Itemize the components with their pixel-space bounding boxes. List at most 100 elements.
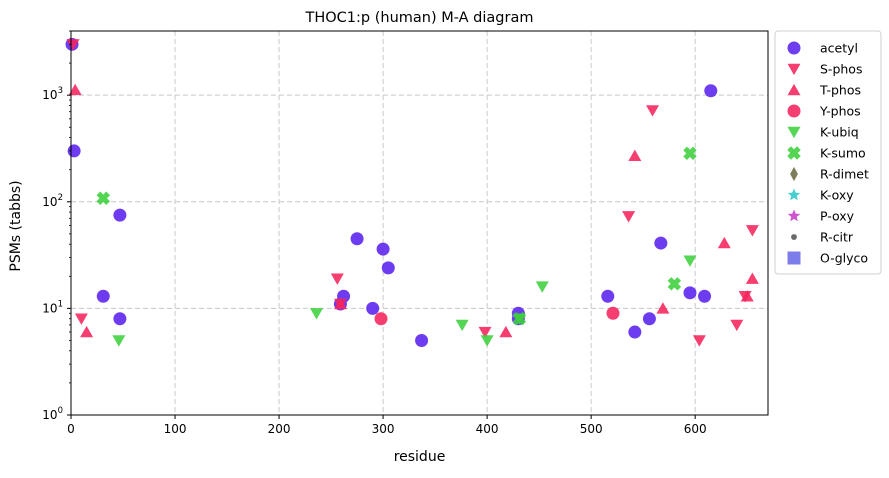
data-point <box>654 236 668 250</box>
x-tick-label: 600 <box>684 422 707 436</box>
legend-label: Y-phos <box>819 104 861 119</box>
data-point <box>683 255 697 267</box>
legend-label: R-citr <box>820 230 854 245</box>
legend-marker <box>787 209 801 222</box>
legend-entry: P-oxy <box>787 209 855 224</box>
y-axis-ticks: 100 101 102 103 <box>42 30 71 422</box>
data-point <box>480 335 494 347</box>
data-point <box>535 281 549 293</box>
x-axis-label: residue <box>394 449 446 465</box>
chart-title: THOC1:p (human) M-A diagram <box>305 10 534 26</box>
legend-label: T-phos <box>819 83 861 98</box>
legend-swatch <box>787 209 801 222</box>
data-point <box>622 211 636 223</box>
data-point <box>667 277 682 291</box>
legend-entry: acetyl <box>787 41 858 56</box>
data-point <box>366 301 380 315</box>
data-point <box>376 242 390 256</box>
y-axis-label: PSMs (tabbs) <box>8 180 24 271</box>
data-point <box>730 319 744 332</box>
legend-entry: K-oxy <box>787 188 854 203</box>
data-point <box>740 290 754 302</box>
legend-marker <box>791 234 797 240</box>
plot-frame <box>70 30 769 416</box>
legend-label: K-sumo <box>820 146 866 161</box>
data-point <box>455 319 469 332</box>
x-tick-label: 0 <box>67 422 75 436</box>
legend-entry: R-citr <box>791 230 854 245</box>
data-point <box>381 261 395 275</box>
data-point <box>512 312 527 326</box>
data-point <box>606 306 620 320</box>
legend-marker <box>790 166 798 182</box>
data-point <box>704 84 718 98</box>
legend-label: P-oxy <box>820 209 855 224</box>
data-point <box>80 325 94 338</box>
legend-label: K-ubiq <box>820 125 859 140</box>
data-point <box>96 289 110 303</box>
legend-entry: T-phos <box>787 83 861 98</box>
legend-swatch <box>787 83 801 96</box>
data-point <box>745 272 759 284</box>
data-point <box>745 225 759 237</box>
data-point <box>333 297 347 310</box>
legend-label: K-oxy <box>820 188 854 203</box>
data-point <box>628 325 642 339</box>
legend-swatch <box>791 234 797 240</box>
data-point <box>96 191 110 205</box>
data-point <box>113 312 127 326</box>
data-point <box>683 146 697 161</box>
legend-swatch <box>787 188 801 201</box>
y-tick-label: 103 <box>42 86 63 102</box>
series-T-phos <box>68 83 759 338</box>
data-point <box>717 236 731 249</box>
x-tick-label: 400 <box>476 422 499 436</box>
x-tick-label: 100 <box>164 422 187 436</box>
data-point <box>415 333 429 347</box>
data-points <box>65 37 759 347</box>
legend-swatch <box>787 251 801 265</box>
grid <box>71 31 768 415</box>
y-tick-label: 101 <box>42 299 63 315</box>
legend-swatch <box>787 126 801 139</box>
legend-entry: R-dimet <box>790 167 869 182</box>
legend-entry: K-sumo <box>787 146 866 161</box>
legend-marker <box>787 104 801 118</box>
x-axis-ticks: 0 100 200 300 400 500 600 <box>67 415 707 436</box>
x-tick-label: 200 <box>268 422 291 436</box>
legend-entry: Y-phos <box>787 104 861 119</box>
legend-entry: O-glyco <box>787 251 868 266</box>
legend-swatch <box>787 146 801 160</box>
data-point <box>683 286 697 300</box>
series-S-phos <box>66 39 759 347</box>
series-Y-phos <box>374 306 620 326</box>
data-point <box>646 105 660 117</box>
legend-entry: K-ubiq <box>787 125 859 140</box>
legend-swatch <box>787 41 801 55</box>
data-point <box>478 326 492 339</box>
data-point <box>374 312 388 326</box>
data-point <box>499 325 513 338</box>
legend-marker <box>787 146 801 160</box>
legend-swatch <box>787 104 801 118</box>
legend-marker <box>787 251 801 265</box>
data-point <box>74 313 88 325</box>
legend-marker <box>787 188 801 201</box>
data-point <box>698 289 712 303</box>
legend-marker <box>787 83 801 96</box>
data-point <box>656 302 670 314</box>
legend-label: S-phos <box>820 62 862 77</box>
legend-marker <box>787 63 801 76</box>
data-point <box>66 39 80 51</box>
legend-swatch <box>787 63 801 76</box>
data-point <box>68 83 82 96</box>
data-point <box>642 312 656 326</box>
legend-label: acetyl <box>820 41 858 56</box>
data-point <box>350 232 364 246</box>
data-point <box>310 308 324 320</box>
legend-marker <box>787 126 801 139</box>
x-tick-label: 300 <box>372 422 395 436</box>
legend-label: O-glyco <box>820 251 868 266</box>
